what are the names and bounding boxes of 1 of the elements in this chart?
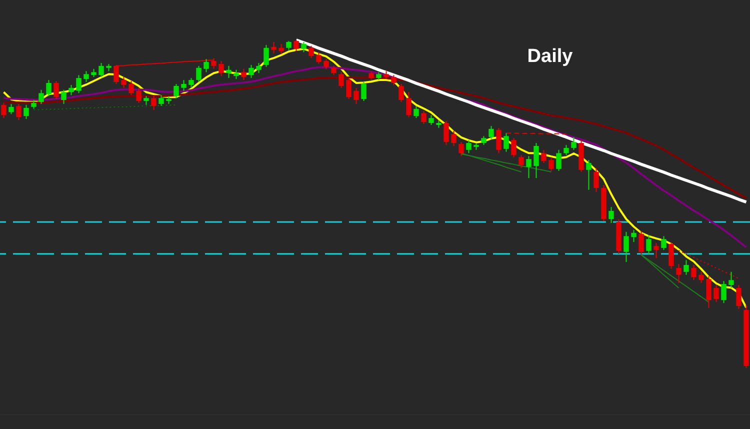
chart-title: Daily: [527, 46, 574, 67]
